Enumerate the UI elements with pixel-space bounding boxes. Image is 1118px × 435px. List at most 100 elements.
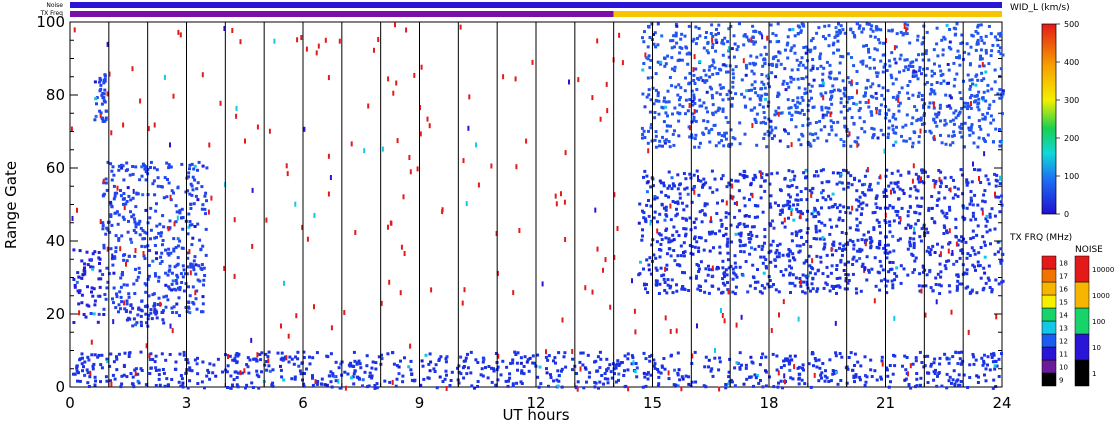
data-point	[998, 128, 1001, 131]
data-point	[941, 211, 945, 215]
data-point	[803, 92, 807, 95]
data-point	[637, 221, 641, 225]
data-point	[330, 385, 334, 389]
data-point	[193, 255, 197, 259]
data-point	[904, 139, 908, 143]
data-point	[196, 372, 200, 376]
data-point	[814, 359, 818, 363]
data-point	[432, 367, 436, 371]
data-point	[777, 111, 780, 117]
data-point	[657, 370, 661, 374]
data-point	[744, 260, 748, 263]
data-point	[687, 375, 691, 379]
data-point	[906, 210, 910, 214]
data-point	[644, 357, 648, 361]
data-point	[816, 268, 820, 272]
data-point	[204, 191, 208, 195]
data-point	[656, 368, 660, 371]
data-point	[682, 287, 686, 291]
data-point	[605, 81, 608, 87]
data-point	[108, 71, 111, 77]
data-point	[818, 119, 822, 123]
data-point	[599, 116, 602, 122]
data-point	[182, 289, 186, 293]
data-point	[927, 246, 931, 250]
data-point	[908, 243, 912, 246]
data-point	[948, 28, 952, 31]
data-point	[197, 160, 201, 164]
data-point	[742, 95, 746, 99]
data-point	[170, 378, 174, 381]
data-point	[820, 371, 824, 375]
data-point	[575, 372, 578, 375]
data-point	[456, 366, 459, 370]
data-point	[958, 256, 962, 260]
data-point	[724, 383, 728, 386]
data-point	[647, 54, 651, 58]
data-point	[93, 80, 97, 84]
data-point	[626, 352, 630, 356]
data-point	[848, 238, 852, 242]
data-point	[984, 48, 988, 52]
data-point	[133, 292, 137, 295]
data-point	[734, 92, 738, 96]
data-point	[354, 230, 357, 235]
data-point	[930, 74, 934, 78]
data-point	[748, 240, 752, 244]
data-point	[711, 72, 715, 76]
data-point	[596, 38, 599, 44]
data-point	[799, 190, 803, 193]
data-point	[187, 300, 191, 304]
data-point	[93, 250, 97, 254]
data-point	[793, 284, 797, 288]
data-point	[176, 237, 180, 241]
data-point	[993, 68, 997, 72]
data-point	[192, 265, 195, 269]
data-point	[824, 198, 828, 202]
data-point	[678, 264, 682, 268]
data-point	[939, 179, 943, 183]
data-point	[691, 112, 695, 116]
data-point	[103, 119, 107, 123]
data-point	[754, 121, 758, 124]
data-point	[993, 359, 997, 363]
data-point	[172, 237, 176, 241]
data-point	[178, 352, 182, 356]
data-point	[840, 181, 844, 185]
data-point	[854, 102, 858, 106]
data-point	[960, 106, 964, 110]
data-point	[727, 212, 731, 216]
data-point	[737, 189, 741, 193]
data-point	[511, 361, 515, 365]
txfreq-colorbar-label: 16	[1059, 286, 1068, 294]
data-point	[119, 285, 123, 289]
data-point	[707, 358, 711, 362]
data-point	[822, 95, 825, 101]
data-point	[189, 182, 193, 186]
data-point	[995, 173, 999, 177]
data-point	[233, 359, 237, 363]
data-point	[167, 253, 171, 257]
data-point	[855, 208, 859, 212]
data-point	[497, 353, 500, 359]
data-point	[155, 202, 158, 206]
data-point	[983, 200, 987, 204]
data-point	[114, 250, 118, 254]
data-point	[958, 91, 962, 95]
data-point	[635, 366, 639, 370]
data-point	[819, 373, 823, 377]
data-point	[915, 384, 919, 388]
data-point	[177, 29, 180, 35]
data-point	[744, 73, 748, 77]
data-point	[188, 167, 191, 171]
data-point	[632, 360, 635, 366]
data-point	[783, 67, 787, 71]
data-point	[989, 121, 993, 125]
data-point	[960, 126, 964, 130]
data-point	[864, 241, 867, 247]
data-point	[676, 254, 680, 258]
data-point	[280, 375, 284, 379]
data-point	[563, 199, 566, 205]
data-point	[652, 358, 656, 362]
data-point	[676, 173, 680, 177]
